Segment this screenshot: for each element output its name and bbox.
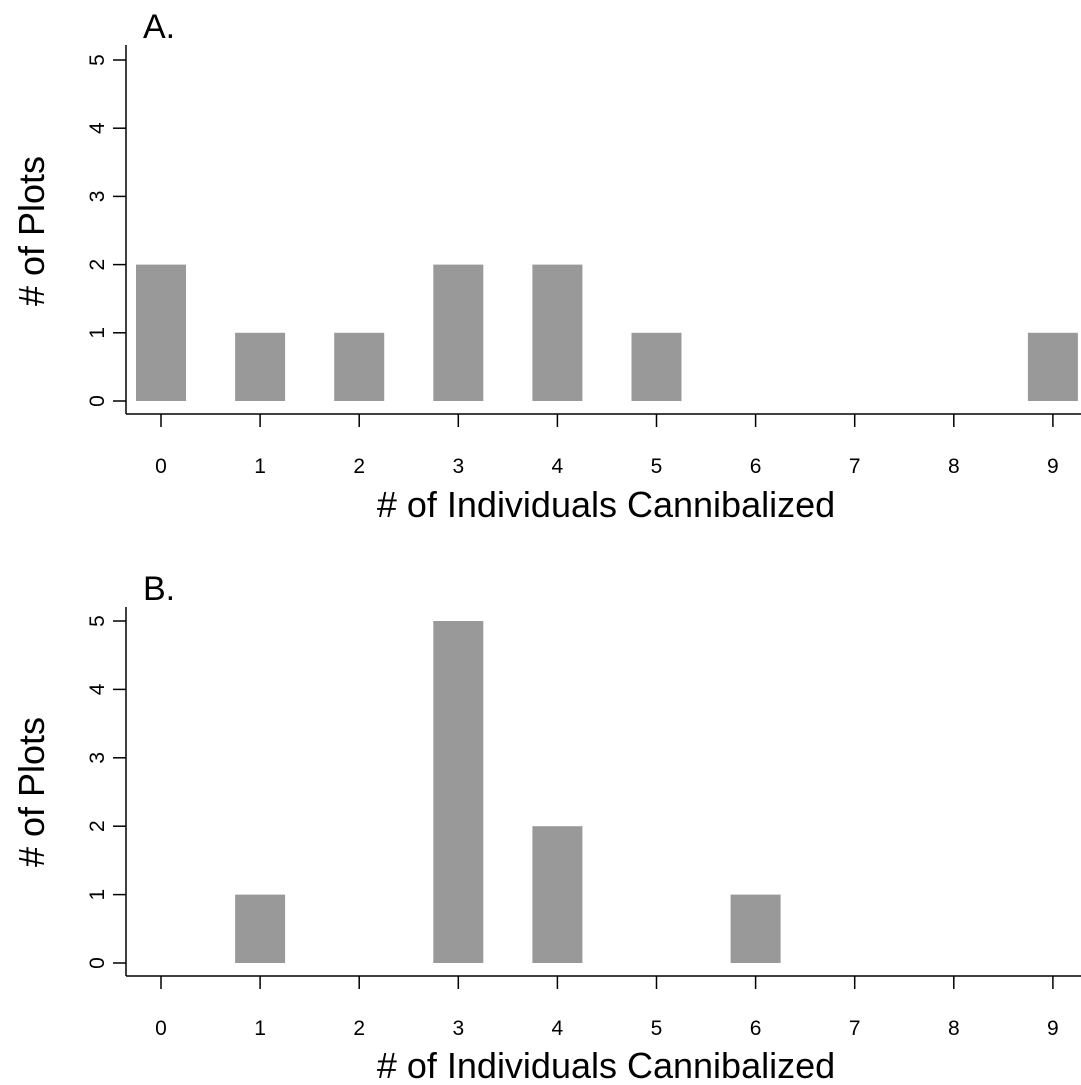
y-tick-label-b-0: 0: [86, 957, 109, 969]
bar-a-0: [136, 264, 186, 401]
x-tick-label-b-5: 5: [651, 1017, 663, 1040]
bar-a-1: [235, 332, 286, 401]
x-tick-label-b-3: 3: [452, 1017, 464, 1040]
bar-b-6: [730, 894, 781, 963]
x-tick-label-b-1: 1: [254, 1017, 266, 1040]
x-tick-label-a-9: 9: [1047, 455, 1059, 478]
x-tick-label-a-3: 3: [452, 455, 464, 478]
x-tick-label-b-4: 4: [552, 1017, 564, 1040]
y-tick-label-a-2: 2: [86, 259, 109, 271]
bar-b-3: [433, 621, 484, 963]
axes-a: [125, 45, 1081, 415]
y-axis-title-b: # of Plots: [11, 717, 52, 867]
bar-b-1: [235, 894, 286, 963]
axes-b: [125, 607, 1081, 977]
x-tick-label-b-8: 8: [948, 1017, 960, 1040]
x-tick-label-b-0: 0: [155, 1017, 167, 1040]
y-tick-label-b-1: 1: [86, 889, 109, 901]
y-tick-label-b-3: 3: [86, 752, 109, 764]
x-tick-label-b-6: 6: [750, 1017, 762, 1040]
x-tick-label-b-2: 2: [353, 1017, 365, 1040]
bar-a-2: [334, 332, 385, 401]
bars-b: [235, 621, 781, 963]
x-tick-label-a-1: 1: [254, 455, 266, 478]
bar-b-4: [532, 826, 583, 963]
bar-a-9: [1027, 332, 1078, 401]
bar-a-4: [532, 264, 583, 401]
y-tick-label-a-1: 1: [86, 327, 109, 339]
y-tick-label-a-3: 3: [86, 191, 109, 203]
x-axis-title-a: # of Individuals Cannibalized: [377, 484, 835, 525]
x-tick-label-a-2: 2: [353, 455, 365, 478]
y-tick-label-b-4: 4: [86, 683, 109, 695]
chart-panel-a: A. # of Plots # of Individuals Cannibali…: [11, 8, 1081, 525]
y-tick-label-a-5: 5: [86, 54, 109, 66]
y-tick-label-a-0: 0: [86, 395, 109, 407]
ticks-b: 0 1 2 3 4 5 6 7 8 9 0 1 2 3 4 5: [86, 615, 1059, 1040]
x-tick-label-a-7: 7: [849, 455, 861, 478]
x-tick-label-a-5: 5: [651, 455, 663, 478]
y-tick-label-a-4: 4: [86, 122, 109, 134]
x-tick-label-a-4: 4: [552, 455, 564, 478]
chart-panel-b: B. # of Plots # of Individuals Cannibali…: [11, 570, 1081, 1085]
x-tick-label-b-9: 9: [1047, 1017, 1059, 1040]
bars-a: [136, 264, 1078, 401]
bar-a-5: [631, 332, 682, 401]
x-tick-label-b-7: 7: [849, 1017, 861, 1040]
x-tick-label-a-8: 8: [948, 455, 960, 478]
x-tick-label-a-6: 6: [750, 455, 762, 478]
bar-a-3: [433, 264, 484, 401]
y-axis-title-a: # of Plots: [11, 156, 52, 306]
x-tick-label-a-0: 0: [155, 455, 167, 478]
ticks-a: 0 1 2 3 4 5 6 7 8 9 0 1 2 3 4 5: [86, 54, 1059, 478]
y-tick-label-b-5: 5: [86, 615, 109, 627]
x-axis-title-b: # of Individuals Cannibalized: [377, 1045, 835, 1085]
panel-label-b: B.: [143, 570, 175, 608]
panel-label-a: A.: [143, 8, 175, 46]
y-tick-label-b-2: 2: [86, 820, 109, 832]
